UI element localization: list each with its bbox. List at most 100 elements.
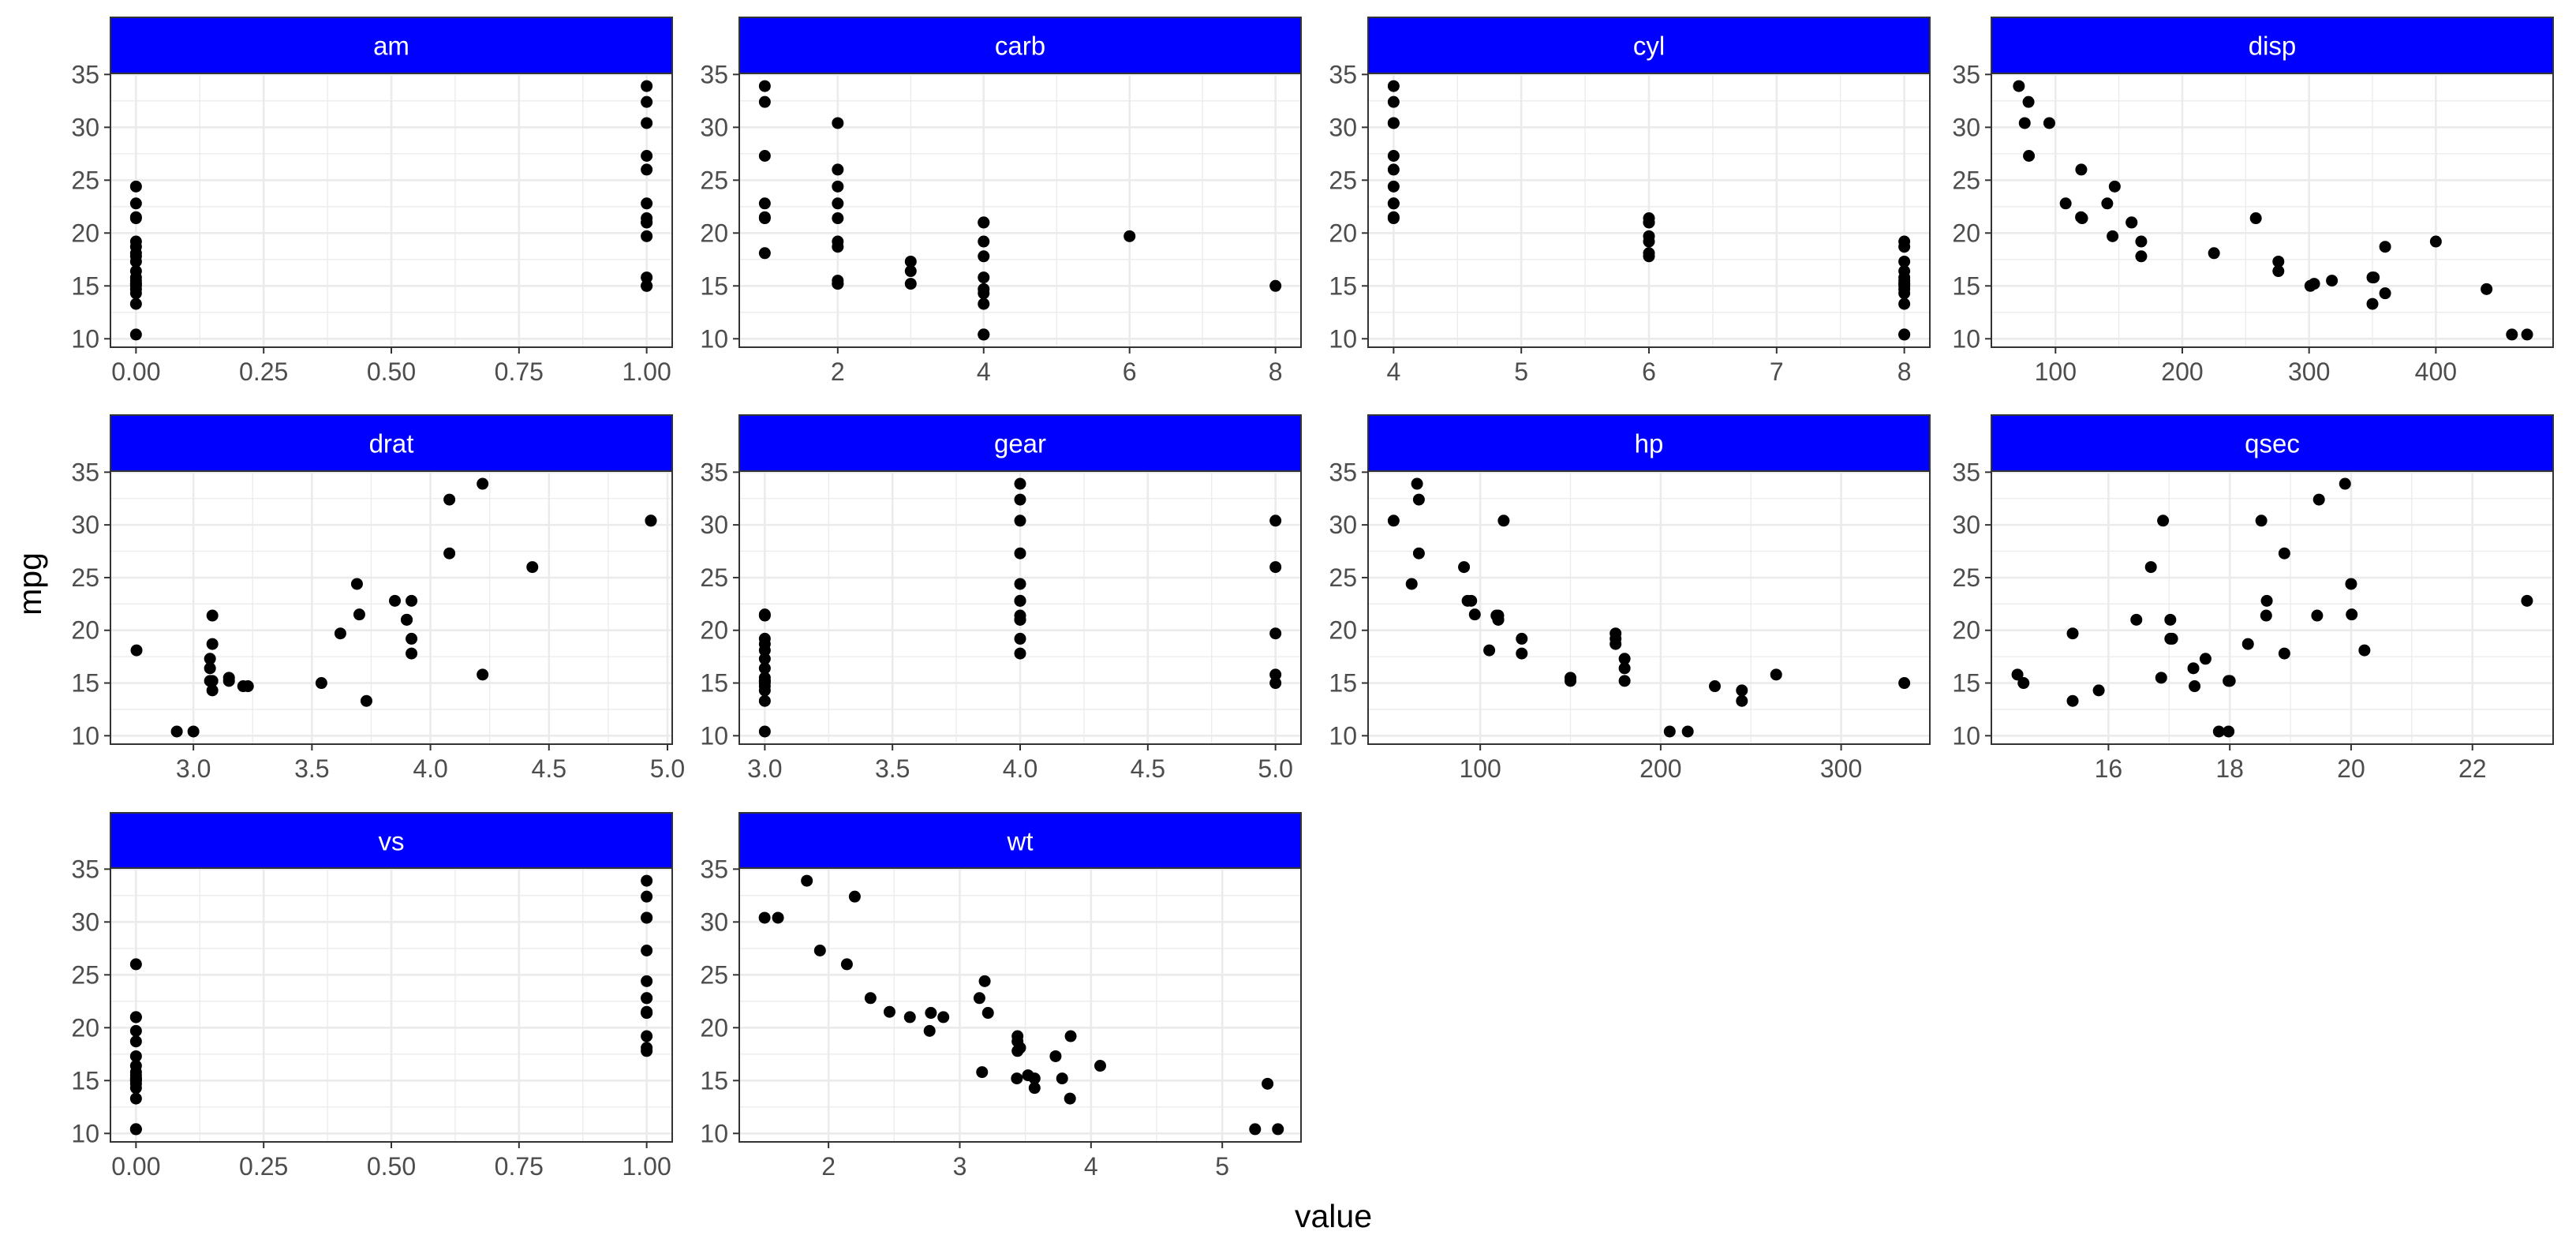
y-tick-label: 15 (71, 1066, 99, 1095)
data-point (641, 80, 653, 92)
facet-strip (110, 812, 673, 870)
y-tick-label: 35 (1952, 60, 1980, 88)
y-tick-label: 15 (1952, 271, 1980, 300)
x-tick-label: 4.5 (1131, 754, 1165, 783)
data-point (2066, 694, 2079, 707)
data-point (1618, 662, 1631, 675)
x-tick-label: 3.0 (747, 754, 782, 783)
data-point (937, 1011, 950, 1024)
y-tick-label: 20 (1952, 219, 1980, 247)
data-point (129, 1024, 142, 1037)
data-point (641, 216, 653, 229)
data-point (903, 1011, 916, 1024)
data-point (1618, 675, 1631, 687)
data-point (2017, 677, 2030, 690)
y-tick-label: 25 (1329, 166, 1357, 194)
data-point (832, 163, 844, 176)
data-point (641, 911, 653, 924)
data-point (758, 247, 771, 260)
data-point (1011, 1030, 1024, 1042)
x-tick-label: 100 (1459, 754, 1501, 783)
data-point (1022, 1069, 1034, 1082)
data-point (1898, 287, 1911, 300)
data-point (758, 212, 771, 225)
data-point (832, 117, 844, 129)
data-point (2366, 298, 2379, 310)
data-point (129, 1092, 142, 1105)
data-point (2379, 241, 2391, 253)
y-tick-label: 15 (71, 271, 99, 300)
data-point (1898, 241, 1911, 253)
y-tick-label: 35 (71, 60, 99, 88)
data-point (981, 1007, 994, 1020)
x-tick-label: 4 (1084, 1152, 1098, 1181)
data-point (315, 677, 327, 690)
data-point (2278, 547, 2290, 560)
x-tick-label: 0.50 (367, 357, 416, 386)
x-tick-label: 0.25 (239, 357, 288, 386)
x-tick-label: 3.5 (294, 754, 329, 783)
x-tick-label: 2 (821, 1152, 836, 1181)
data-point (1387, 117, 1400, 129)
data-point (2521, 328, 2533, 341)
data-point (1483, 644, 1496, 657)
data-point (1064, 1092, 1076, 1105)
facet-strip (110, 17, 673, 74)
data-point (401, 613, 413, 626)
data-point (1014, 647, 1026, 660)
data-point (2155, 672, 2167, 684)
data-point (2092, 684, 2105, 697)
y-tick-label: 30 (700, 113, 728, 141)
data-point (1610, 632, 1622, 645)
y-tick-label: 30 (1952, 511, 1980, 539)
y-tick-label: 10 (1329, 721, 1357, 750)
data-point (129, 197, 142, 210)
x-tick-label: 8 (1269, 357, 1283, 386)
y-tick-label: 15 (700, 1066, 728, 1095)
y-tick-label: 10 (1952, 324, 1980, 353)
data-point (2260, 594, 2273, 607)
data-point (1643, 216, 1655, 229)
data-point (864, 992, 877, 1005)
y-tick-label: 10 (1329, 324, 1357, 353)
data-point (1387, 515, 1400, 527)
y-tick-label: 20 (71, 616, 99, 645)
data-point (2125, 216, 2138, 229)
panel-border (738, 73, 1302, 348)
data-point (1736, 684, 1748, 697)
facet-strip-label: carb (995, 32, 1045, 61)
x-tick-label: 0.75 (495, 357, 544, 386)
data-point (1387, 163, 1400, 176)
data-point (204, 662, 216, 675)
data-point (1898, 677, 1911, 690)
facet-panel-carb: carb 10 15 20 25 30 35 2 4 6 8 (700, 17, 1302, 386)
data-point (350, 578, 363, 590)
x-tick-label: 5 (1514, 357, 1528, 386)
data-point (923, 1024, 936, 1037)
x-tick-label: 0.75 (495, 1152, 544, 1181)
data-point (848, 890, 861, 903)
data-point (1014, 515, 1026, 527)
x-axis-title: value (1295, 1198, 1372, 1234)
y-tick-label: 15 (1329, 271, 1357, 300)
y-tick-label: 35 (700, 60, 728, 88)
y-tick-label: 35 (1329, 458, 1357, 486)
panel-border (1991, 73, 2554, 348)
data-point (1387, 95, 1400, 108)
x-tick-label: 2 (831, 357, 845, 386)
y-tick-label: 25 (700, 563, 728, 592)
panel-background (1368, 471, 1930, 744)
data-point (2304, 279, 2316, 292)
data-point (2326, 275, 2339, 287)
y-tick-label: 25 (71, 563, 99, 592)
data-point (832, 212, 844, 225)
x-tick-label: 8 (1897, 357, 1912, 386)
data-point (2135, 250, 2148, 263)
data-point (2346, 608, 2358, 621)
data-point (1681, 725, 1694, 738)
data-point (129, 298, 142, 310)
data-point (2429, 235, 2442, 248)
data-point (758, 725, 771, 738)
y-tick-label: 25 (1329, 563, 1357, 592)
data-point (978, 235, 990, 248)
